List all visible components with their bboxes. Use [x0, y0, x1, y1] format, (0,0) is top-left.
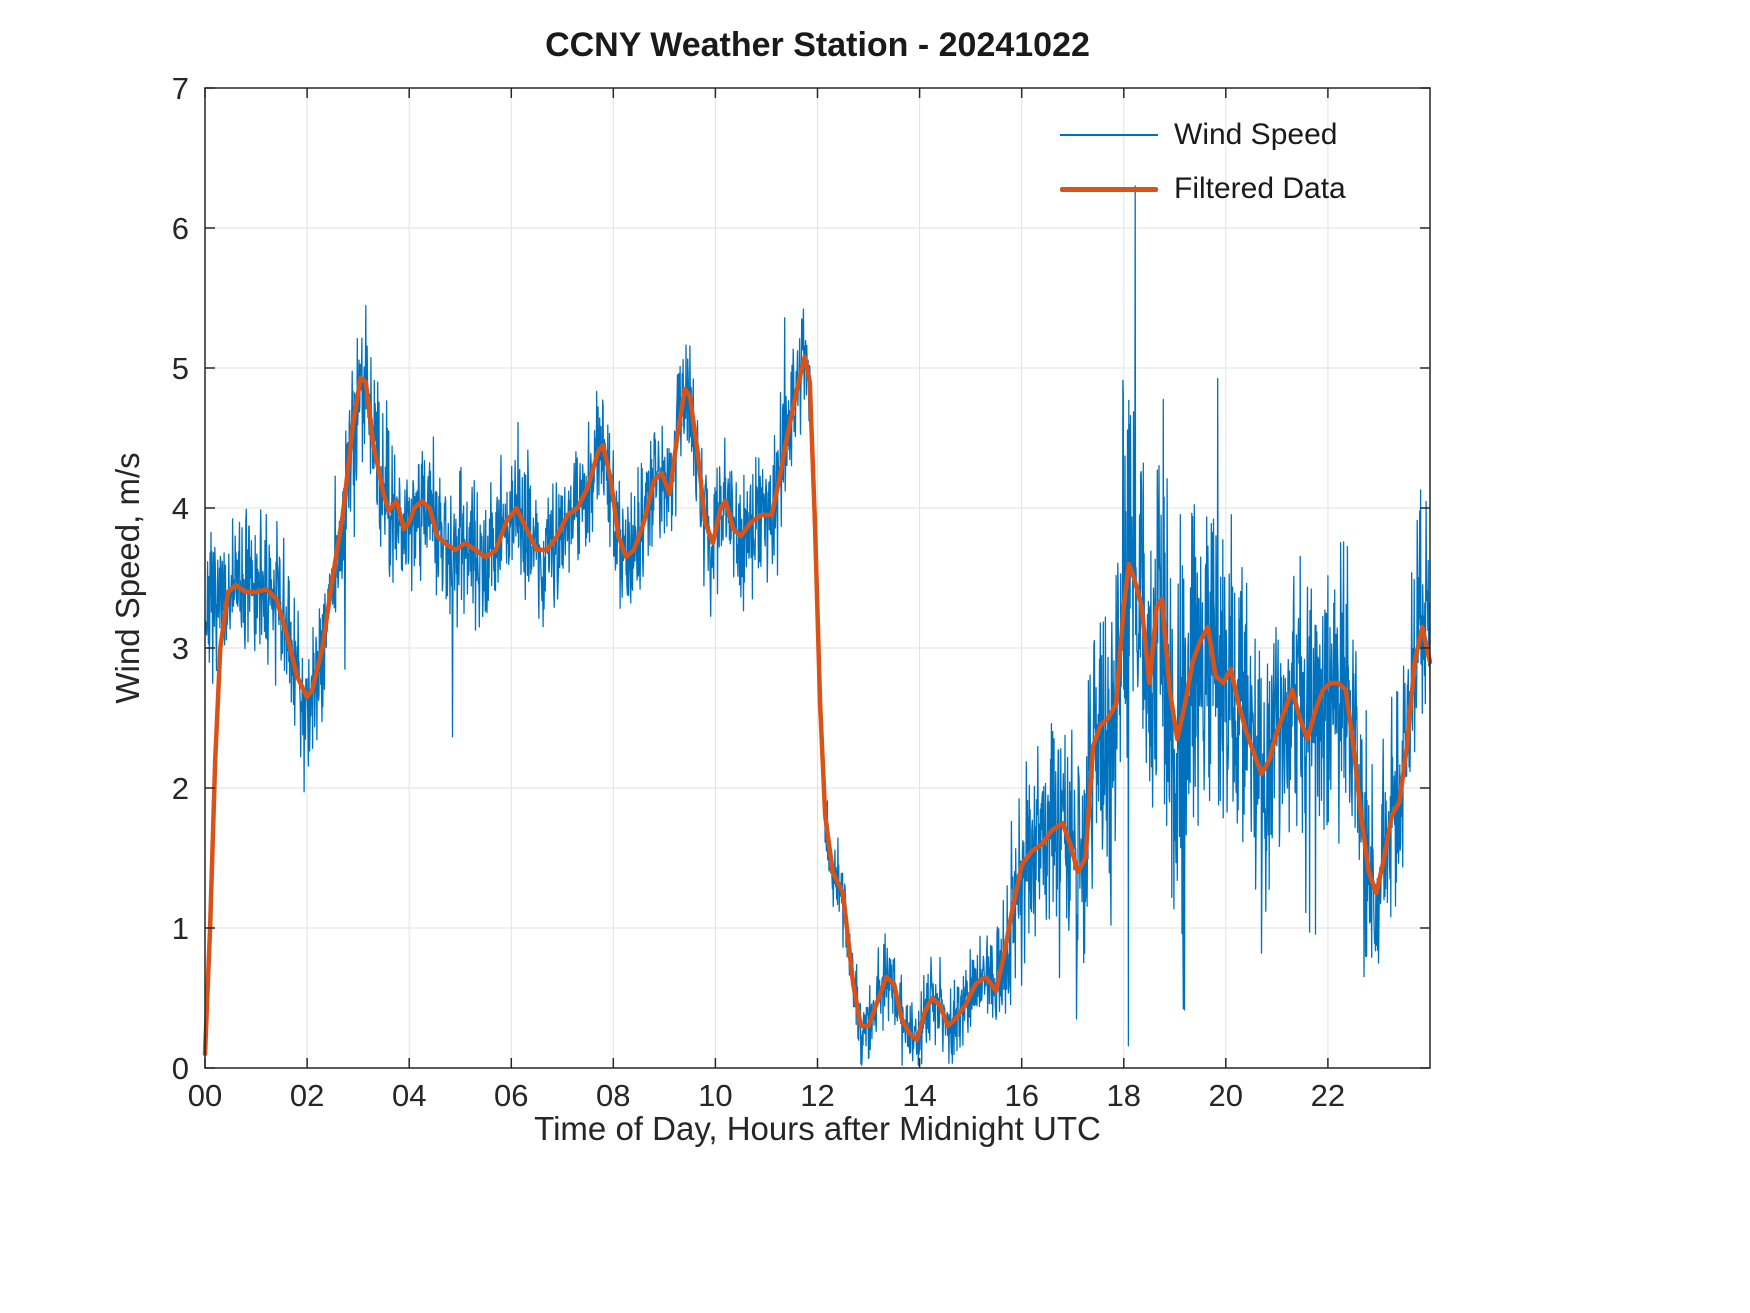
x-axis-label: Time of Day, Hours after Midnight UTC	[534, 1110, 1101, 1147]
y-axis-label: Wind Speed, m/s	[109, 452, 146, 704]
wind-speed-line-swatch	[1060, 134, 1158, 136]
svg-text:5: 5	[172, 351, 189, 386]
svg-text:10: 10	[698, 1078, 732, 1113]
svg-text:7: 7	[172, 71, 189, 106]
legend: Wind Speed Filtered Data	[1060, 118, 1346, 206]
svg-text:16: 16	[1004, 1078, 1038, 1113]
chart-title: CCNY Weather Station - 20241022	[545, 26, 1090, 64]
svg-text:04: 04	[392, 1078, 426, 1113]
svg-text:3: 3	[172, 631, 189, 666]
svg-text:08: 08	[596, 1078, 630, 1113]
svg-text:00: 00	[188, 1078, 222, 1113]
svg-text:18: 18	[1107, 1078, 1141, 1113]
svg-text:06: 06	[494, 1078, 528, 1113]
legend-label-filtered-data: Filtered Data	[1174, 172, 1346, 205]
svg-text:6: 6	[172, 211, 189, 246]
filtered-data-line-swatch	[1060, 186, 1158, 192]
legend-entry-filtered-data: Filtered Data	[1060, 172, 1346, 206]
svg-text:4: 4	[172, 491, 189, 526]
svg-text:1: 1	[172, 911, 189, 946]
svg-text:22: 22	[1311, 1078, 1345, 1113]
svg-text:12: 12	[800, 1078, 834, 1113]
legend-label-wind-speed: Wind Speed	[1174, 118, 1338, 151]
svg-text:0: 0	[172, 1051, 189, 1086]
legend-entry-wind-speed: Wind Speed	[1060, 118, 1346, 152]
svg-text:20: 20	[1209, 1078, 1243, 1113]
svg-text:2: 2	[172, 771, 189, 806]
svg-text:02: 02	[290, 1078, 324, 1113]
svg-text:14: 14	[902, 1078, 936, 1113]
